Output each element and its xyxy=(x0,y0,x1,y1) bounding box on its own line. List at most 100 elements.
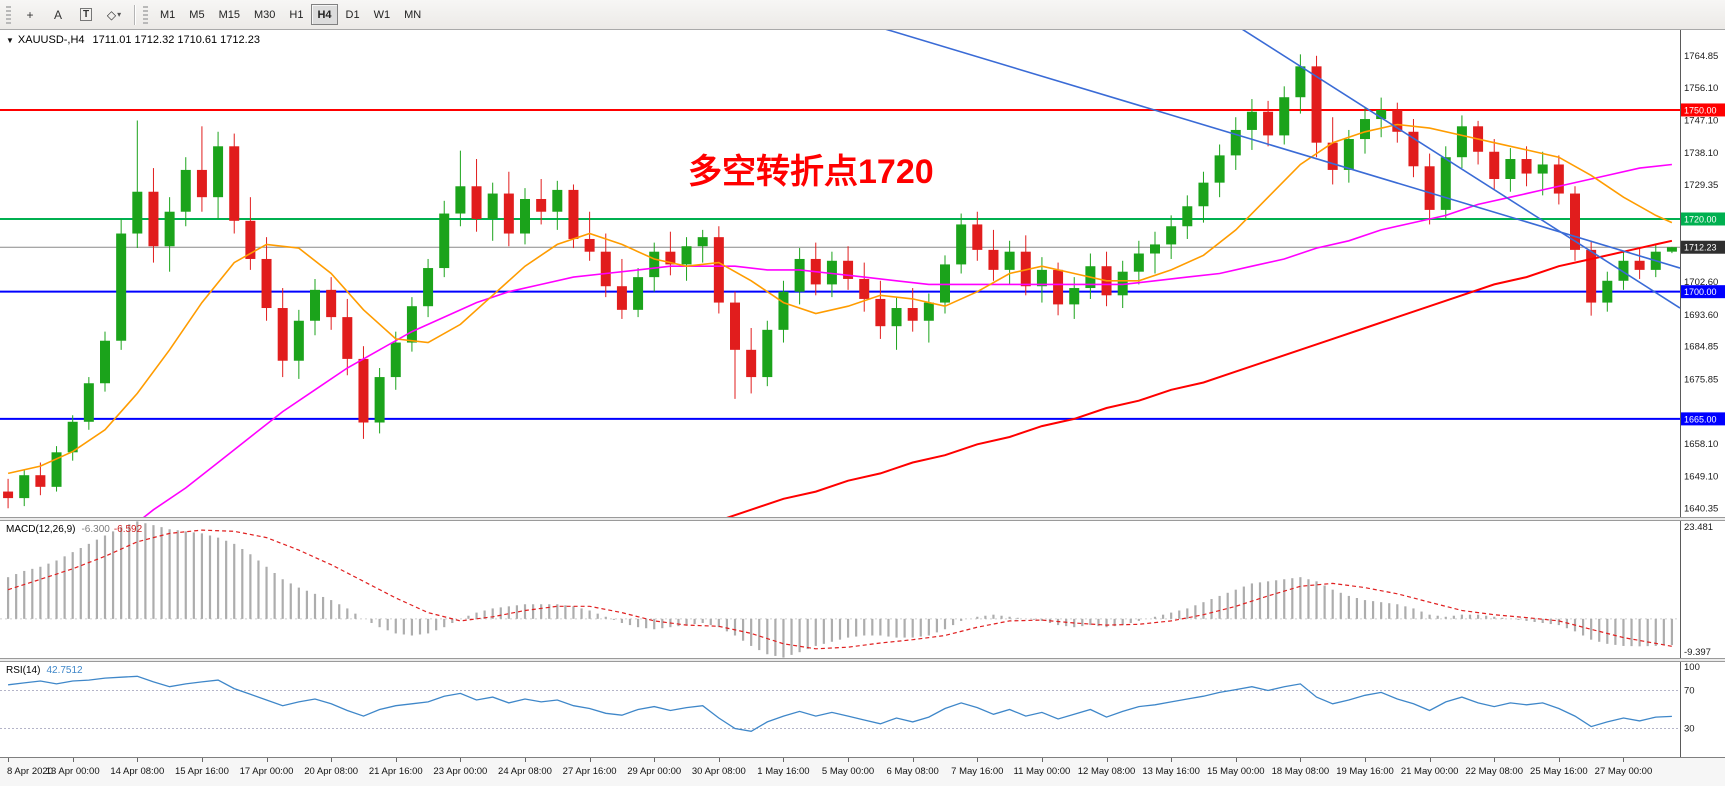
timeframe-button-d1[interactable]: D1 xyxy=(345,8,360,21)
time-label: 15 Apr 16:00 xyxy=(174,766,229,777)
ma-red-line xyxy=(726,239,1673,517)
rsi-panel-canvas[interactable]: 100 70 30 xyxy=(0,662,1725,757)
rsi-label: RSI(14) 42.7512 xyxy=(6,665,83,676)
time-label: 11 May 00:00 xyxy=(1013,766,1071,777)
svg-text:1764.85: 1764.85 xyxy=(1684,51,1718,62)
time-label: 30 Apr 08:00 xyxy=(691,766,746,777)
svg-text:-9.397: -9.397 xyxy=(1684,647,1711,658)
timeframe-button-h1[interactable]: H1 xyxy=(289,8,304,21)
time-label: 13 May 16:00 xyxy=(1142,766,1200,777)
timeframe-button-w1[interactable]: W1 xyxy=(373,8,391,21)
svg-text:23.481: 23.481 xyxy=(1684,522,1713,533)
time-tick xyxy=(201,758,203,762)
timeframe-button-h4[interactable]: H4 xyxy=(311,4,338,25)
time-tick xyxy=(1429,758,1431,762)
time-tick xyxy=(1235,758,1237,762)
macd-panel-canvas[interactable]: 23.481 -9.397 xyxy=(0,521,1725,658)
time-label: 18 May 08:00 xyxy=(1271,766,1330,777)
symbol-ohlc-label: ▼ XAUUSD-,H4 1711.01 1712.32 1710.61 1712.… xyxy=(6,34,260,46)
chart-annotation-text: 多空转折点1720 xyxy=(688,153,934,191)
time-label: 5 May 00:00 xyxy=(821,766,875,777)
svg-text:1700.00: 1700.00 xyxy=(1684,287,1717,297)
time-label: 13 Apr 00:00 xyxy=(45,766,100,777)
chevron-down-icon: ▾ xyxy=(117,10,122,19)
svg-text:1750.00: 1750.00 xyxy=(1684,105,1717,115)
time-label: 12 May 08:00 xyxy=(1077,766,1136,777)
time-label: 25 May 16:00 xyxy=(1530,766,1588,777)
svg-text:1720.00: 1720.00 xyxy=(1684,214,1717,224)
crosshair-button[interactable]: + xyxy=(26,7,34,22)
svg-text:1675.85: 1675.85 xyxy=(1684,374,1718,385)
toolbar-separator xyxy=(134,4,135,25)
time-tick xyxy=(137,758,139,762)
ma-orange-line xyxy=(7,123,1673,475)
svg-text:1640.35: 1640.35 xyxy=(1684,503,1718,514)
time-tick xyxy=(977,758,979,762)
time-tick xyxy=(654,758,656,762)
rsi-value: 42.7512 xyxy=(46,665,83,676)
time-tick xyxy=(1300,758,1302,762)
panel-divider[interactable] xyxy=(0,517,1725,521)
toolbar-grip[interactable] xyxy=(6,5,11,24)
macd-signal-value: -6.592 xyxy=(113,524,143,535)
time-tick xyxy=(912,758,914,762)
svg-text:100: 100 xyxy=(1684,662,1700,673)
svg-text:1756.10: 1756.10 xyxy=(1684,83,1718,94)
text-button[interactable]: A xyxy=(53,7,62,22)
time-tick xyxy=(1494,758,1496,762)
macd-label: MACD(12,26,9) -6.300 -6.592 xyxy=(6,524,143,535)
trendline-2 xyxy=(1241,30,1681,309)
timeframe-button-m5[interactable]: M5 xyxy=(189,8,205,21)
time-label: 20 Apr 08:00 xyxy=(304,766,359,777)
time-tick xyxy=(395,758,397,762)
timeframe-button-m1[interactable]: M1 xyxy=(160,8,176,21)
time-tick xyxy=(331,758,333,762)
timeframe-button-m15[interactable]: M15 xyxy=(218,8,240,21)
time-tick xyxy=(1365,758,1366,762)
svg-text:1738.10: 1738.10 xyxy=(1684,148,1718,159)
time-label: 29 Apr 00:00 xyxy=(627,766,682,777)
time-tick xyxy=(1623,758,1625,762)
one-click-trading-arrow[interactable]: ▼ xyxy=(6,36,14,45)
main-chart-canvas[interactable]: 1764.85 1756.10 1747.10 1738.10 1729.35 1702.… xyxy=(0,30,1725,517)
time-label: 17 Apr 00:00 xyxy=(239,766,294,777)
time-label: 1 May 16:00 xyxy=(757,766,810,777)
trendline-1 xyxy=(885,30,1681,269)
timeframes-group: M1 M5 M15 M30 H1 H4 D1 W1 MN xyxy=(153,4,428,25)
toolbar-grip-2[interactable] xyxy=(143,5,148,24)
symbol-name: XAUUSD-,H4 xyxy=(17,34,85,46)
ma-magenta-line xyxy=(142,163,1672,517)
macd-histogram xyxy=(6,521,1674,658)
svg-text:1693.60: 1693.60 xyxy=(1684,310,1718,321)
timeframe-button-mn[interactable]: MN xyxy=(404,8,422,21)
timeframe-button-m30[interactable]: M30 xyxy=(253,8,276,21)
time-axis[interactable]: 8 Apr 2020 13 Apr 00:00 14 Apr 08:00 15 Apr… xyxy=(0,757,1725,786)
svg-text:1702.60: 1702.60 xyxy=(1684,277,1718,288)
time-label: 6 May 08:00 xyxy=(886,766,939,777)
svg-text:1665.00: 1665.00 xyxy=(1684,414,1717,424)
svg-text:70: 70 xyxy=(1684,686,1695,697)
time-label: 27 Apr 16:00 xyxy=(562,766,617,777)
time-tick xyxy=(1558,758,1560,762)
time-label: 23 Apr 00:00 xyxy=(433,766,488,777)
time-tick xyxy=(525,758,526,762)
toolbar: + A T ◇ ▾ M1 M5 M15 M30 H1 H4 D1 W1 MN xyxy=(0,0,1725,30)
time-tick xyxy=(266,758,268,762)
time-label: 21 May 00:00 xyxy=(1400,766,1459,777)
panel-divider-2[interactable] xyxy=(0,658,1725,662)
time-tick xyxy=(72,758,74,762)
shapes-dropdown-button[interactable]: ◇ ▾ xyxy=(106,7,122,22)
ohlc-values: 1711.01 1712.32 1710.61 1712.23 xyxy=(92,34,260,46)
macd-signal-line xyxy=(7,529,1673,650)
svg-text:1684.85: 1684.85 xyxy=(1684,342,1718,353)
svg-text:1649.10: 1649.10 xyxy=(1684,472,1718,483)
time-label: 15 May 00:00 xyxy=(1206,766,1265,777)
text-label-button[interactable]: T xyxy=(72,4,100,26)
svg-text:1747.10: 1747.10 xyxy=(1684,115,1718,126)
time-tick xyxy=(460,758,462,762)
svg-text:1712.23: 1712.23 xyxy=(1684,243,1717,253)
time-label: 24 Apr 08:00 xyxy=(498,766,552,777)
svg-text:1658.10: 1658.10 xyxy=(1684,439,1718,450)
time-label: 7 May 16:00 xyxy=(951,766,1004,777)
